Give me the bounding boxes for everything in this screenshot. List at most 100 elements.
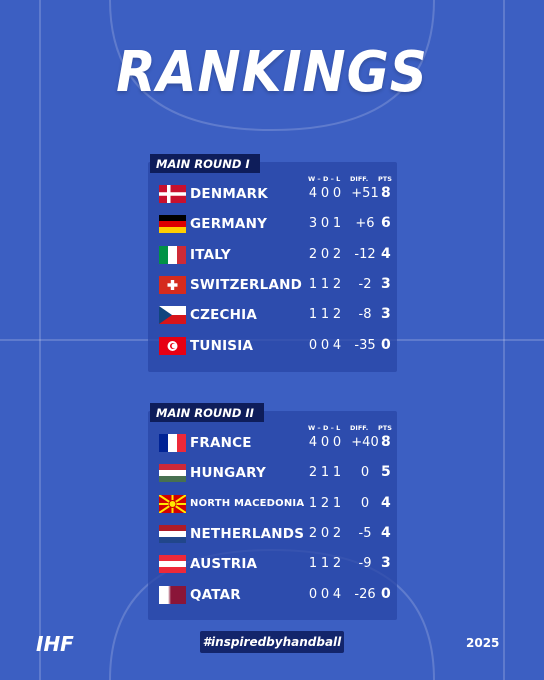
record-d: 1 xyxy=(320,556,330,572)
flag xyxy=(159,464,186,483)
record-w: 1 xyxy=(308,307,318,323)
goal-difference: -2 xyxy=(358,276,372,292)
flag xyxy=(159,275,186,294)
record-d: 0 xyxy=(320,525,330,541)
team-row: DENMARK 4 0 0 +51 8 xyxy=(148,182,397,206)
points: 8 xyxy=(381,434,391,450)
record-l: 4 xyxy=(332,586,342,602)
column-header: W – D – L xyxy=(308,175,341,183)
record-d: 0 xyxy=(320,586,330,602)
team-name: ITALY xyxy=(190,246,231,263)
flag xyxy=(159,555,186,574)
team-row: CZECHIA 1 1 2 -8 3 xyxy=(148,303,397,327)
goal-difference: +51 xyxy=(351,186,379,201)
record-w: 1 xyxy=(308,556,318,572)
record-w: 2 xyxy=(308,525,318,541)
flag xyxy=(159,494,186,513)
team-row: ITALY 2 0 2 -12 4 xyxy=(148,243,397,267)
record-d: 0 xyxy=(320,186,330,201)
record-l: 2 xyxy=(332,276,342,292)
goal-difference: -8 xyxy=(358,307,372,323)
team-name: FRANCE xyxy=(190,435,252,451)
team-name: QATAR xyxy=(190,586,241,603)
record-d: 2 xyxy=(320,495,330,511)
team-name: TUNISIA xyxy=(190,337,254,354)
record-d: 0 xyxy=(320,246,330,262)
goal-difference: -12 xyxy=(354,246,376,262)
group-name: MAIN ROUND II xyxy=(150,403,264,422)
flag xyxy=(159,524,186,543)
championship-logo: 2025 xyxy=(466,636,500,650)
points: 0 xyxy=(381,336,391,353)
goal-difference: 0 xyxy=(360,495,370,511)
record-d: 0 xyxy=(320,435,330,450)
record-l: 2 xyxy=(332,307,342,323)
ranking-table: MAIN ROUND II W – D – L DIFF. PTS FRANCE 4 0 0 +… xyxy=(148,403,397,620)
goal-difference: +40 xyxy=(351,435,379,450)
record-w: 1 xyxy=(308,495,318,511)
column-header: PTS xyxy=(378,175,392,183)
team-row: GERMANY 3 0 1 +6 6 xyxy=(148,212,397,236)
goal-difference: -5 xyxy=(358,525,372,541)
flag xyxy=(159,185,186,203)
record-l: 0 xyxy=(332,435,342,450)
points: 3 xyxy=(381,275,391,292)
record-d: 0 xyxy=(320,337,330,353)
team-row: NETHERLANDS 2 0 2 -5 4 xyxy=(148,522,397,546)
flag xyxy=(159,306,186,325)
goal-difference: -26 xyxy=(354,586,376,602)
team-row: SWITZERLAND 1 1 2 -2 3 xyxy=(148,273,397,297)
points: 8 xyxy=(381,185,391,201)
team-name: DENMARK xyxy=(190,186,268,202)
record-w: 4 xyxy=(308,186,318,201)
points: 3 xyxy=(381,555,391,572)
record-w: 4 xyxy=(308,435,318,450)
column-header: DIFF. xyxy=(350,424,369,432)
points: 4 xyxy=(381,494,391,511)
flag xyxy=(159,245,186,264)
record-l: 1 xyxy=(332,216,342,232)
team-name: NORTH MACEDONIA xyxy=(190,497,305,509)
column-header: DIFF. xyxy=(350,175,369,183)
record-d: 1 xyxy=(320,276,330,292)
team-name: GERMANY xyxy=(190,216,268,233)
record-l: 0 xyxy=(332,186,342,201)
points: 4 xyxy=(381,524,391,541)
team-name: AUSTRIA xyxy=(190,556,258,573)
record-l: 4 xyxy=(332,337,342,353)
record-l: 2 xyxy=(332,525,342,541)
record-w: 0 xyxy=(308,586,318,602)
team-row: NORTH MACEDONIA 1 2 1 0 4 xyxy=(148,492,397,516)
record-l: 1 xyxy=(332,465,342,481)
group-name: MAIN ROUND I xyxy=(150,154,260,173)
team-row: HUNGARY 2 1 1 0 5 xyxy=(148,461,397,485)
record-w: 2 xyxy=(308,246,318,262)
record-l: 1 xyxy=(332,495,342,511)
record-l: 2 xyxy=(332,556,342,572)
team-name: NETHERLANDS xyxy=(190,525,305,542)
flag xyxy=(159,585,186,604)
flag xyxy=(159,434,186,452)
goal-difference: 0 xyxy=(360,465,370,481)
goal-difference: +6 xyxy=(355,216,375,232)
ihf-logo: IHF xyxy=(36,632,74,656)
column-header: PTS xyxy=(378,424,392,432)
record-d: 1 xyxy=(320,307,330,323)
record-w: 3 xyxy=(308,216,318,232)
record-w: 1 xyxy=(308,276,318,292)
flag xyxy=(159,336,186,355)
goal-difference: -9 xyxy=(358,556,372,572)
team-row: AUSTRIA 1 1 2 -9 3 xyxy=(148,552,397,576)
points: 5 xyxy=(381,464,391,481)
points: 0 xyxy=(381,585,391,602)
team-name: CZECHIA xyxy=(190,307,257,324)
record-w: 0 xyxy=(308,337,318,353)
hashtag: #inspiredbyhandball xyxy=(200,631,344,653)
column-header: W – D – L xyxy=(308,424,341,432)
team-row: TUNISIA 0 0 4 -35 0 xyxy=(148,334,397,358)
goal-difference: -35 xyxy=(354,337,376,353)
points: 4 xyxy=(381,245,391,262)
record-l: 2 xyxy=(332,246,342,262)
